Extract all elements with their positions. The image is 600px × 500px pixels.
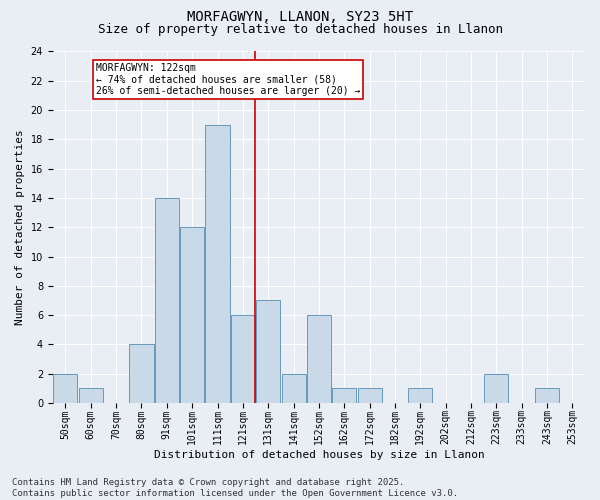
Bar (535, 388, 559, 403)
Bar (130, 344, 154, 403)
Bar (408, 388, 433, 403)
Text: Size of property relative to detached houses in Llanon: Size of property relative to detached ho… (97, 22, 503, 36)
Bar (79, 388, 103, 403)
Bar (256, 300, 280, 403)
Bar (155, 198, 179, 403)
Bar (307, 315, 331, 403)
Y-axis label: Number of detached properties: Number of detached properties (15, 130, 25, 325)
Bar (332, 388, 356, 403)
Bar (484, 374, 508, 403)
Text: MORFAGWYN, LLANON, SY23 5HT: MORFAGWYN, LLANON, SY23 5HT (187, 10, 413, 24)
Bar (53, 374, 77, 403)
Text: Contains HM Land Registry data © Crown copyright and database right 2025.
Contai: Contains HM Land Registry data © Crown c… (12, 478, 458, 498)
Bar (358, 388, 382, 403)
Bar (281, 374, 305, 403)
Bar (231, 315, 255, 403)
Bar (205, 124, 230, 403)
Bar (180, 227, 204, 403)
X-axis label: Distribution of detached houses by size in Llanon: Distribution of detached houses by size … (154, 450, 484, 460)
Text: MORFAGWYN: 122sqm
← 74% of detached houses are smaller (58)
26% of semi-detached: MORFAGWYN: 122sqm ← 74% of detached hous… (96, 63, 360, 96)
